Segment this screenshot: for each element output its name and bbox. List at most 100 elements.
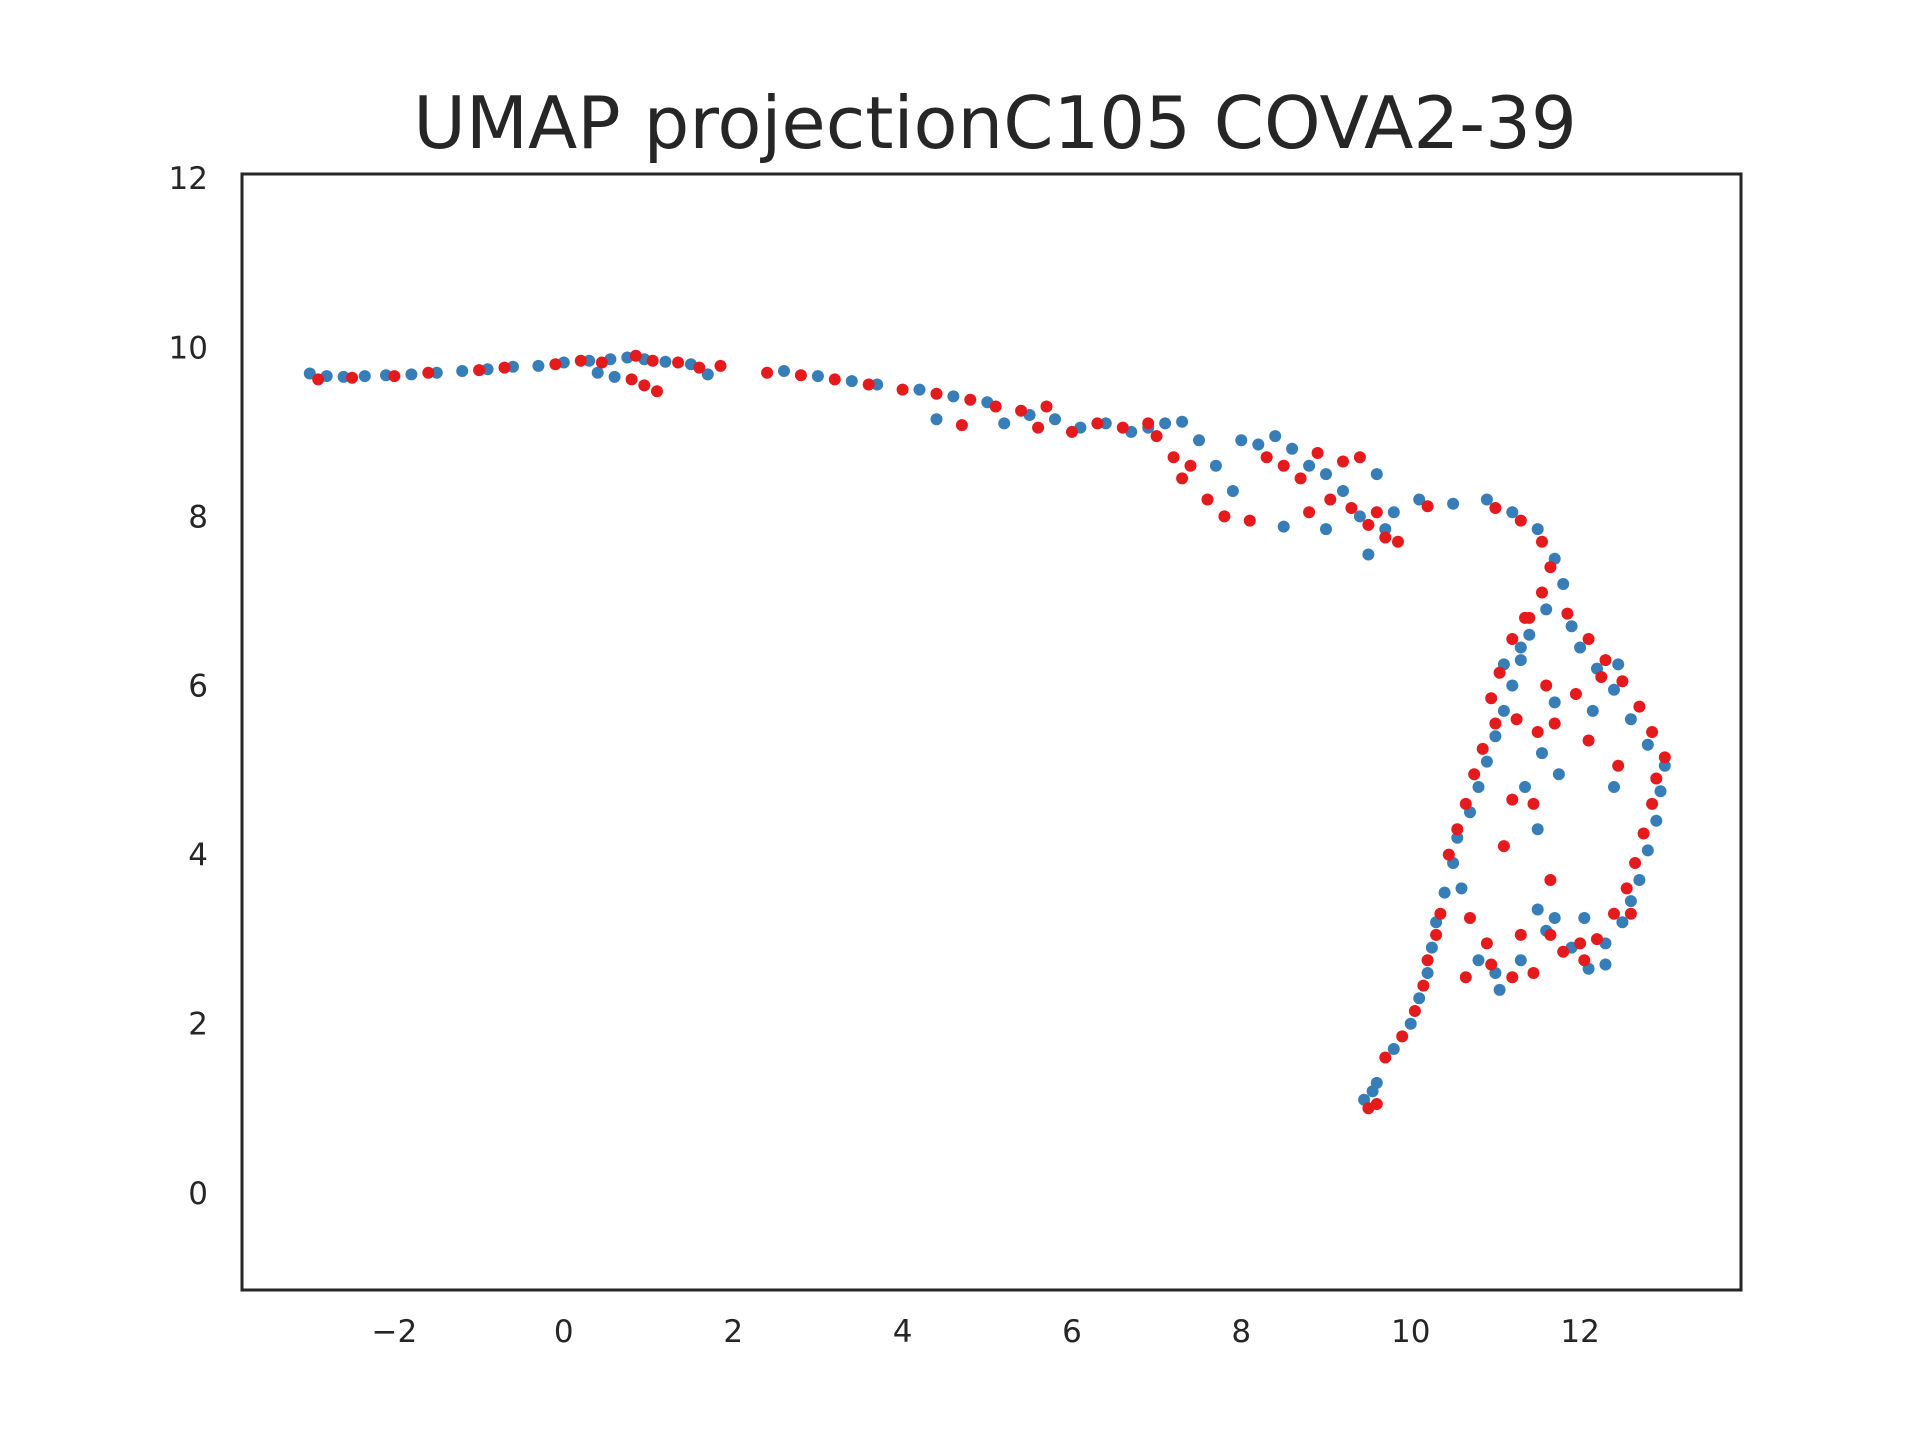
scatter-point [1040,400,1053,413]
scatter-point [1413,992,1426,1005]
scatter-point [1442,848,1455,861]
scatter-point [1540,603,1553,616]
scatter-point [1167,451,1180,464]
scatter-point [862,378,875,391]
scatter-point [608,370,621,383]
scatter-point [1430,928,1443,941]
scatter-point [1226,485,1239,497]
scatter-point [1366,1085,1379,1098]
scatter-point [1320,523,1332,536]
scatter-point [693,361,706,374]
scatter-point [1514,514,1527,527]
scatter-point [583,354,596,367]
scatter-point [1548,696,1561,709]
scatter-point [1193,434,1205,447]
scatter-point [1464,912,1476,924]
scatter-point [1387,1043,1400,1055]
scatter-point [430,366,443,379]
scatter-point [1578,912,1591,924]
scatter-point [1438,886,1451,899]
scatter-point [1548,912,1561,924]
scatter-point [1624,907,1637,920]
scatter-point [1421,500,1434,513]
scatter-point [591,366,604,379]
scatter-point [1142,417,1155,430]
scatter-point [672,356,685,369]
scatter-point [1548,717,1561,730]
scatter-point [405,368,418,381]
scatter-point [1616,916,1629,929]
y-tick-label: 8 [188,499,208,535]
scatter-point [1489,730,1502,743]
scatter-point [955,419,968,432]
scatter-point [358,370,371,383]
scatter-point [1269,430,1282,443]
scatter-point [1514,641,1527,654]
scatter-point [701,368,714,381]
scatter-point [998,417,1011,430]
scatter-point [1586,704,1599,717]
scatter-point [1574,641,1587,654]
scatter-point [794,369,807,382]
scatter-point [1091,417,1104,430]
scatter-point [1472,781,1485,793]
scatter-point [1574,937,1587,950]
scatter-point [1612,658,1625,671]
scatter-point [1599,654,1612,667]
scatter-point [1506,971,1519,984]
scatter-point [1324,493,1337,506]
scatter-point [845,375,858,388]
scatter-point [1277,459,1290,472]
scatter-point [1536,747,1548,760]
scatter-point [1392,535,1404,548]
scatter-point [1320,468,1332,481]
scatter-point [1345,502,1358,514]
scatter-point [778,365,790,377]
scatter-point [1476,742,1489,755]
scatter-point [1337,455,1349,468]
scatter-point [1459,971,1472,984]
scatter-point [659,355,672,368]
chart-title: UMAP projectionC105 COVA2-39 [413,81,1577,165]
scatter-point [1472,954,1485,967]
y-tick-label: 10 [169,330,208,366]
scatter-point [1116,421,1129,434]
scatter-point [473,364,486,377]
y-tick-label: 4 [188,838,208,874]
scatter-point [1506,506,1519,519]
scatter-point [625,373,638,386]
scatter-point [1569,688,1582,700]
scatter-point [1303,506,1316,519]
scatter-point [1608,907,1620,920]
scatter-point [1497,704,1510,717]
scatter-point [1531,726,1544,738]
scatter-point [1294,472,1307,485]
scatter-point [1565,620,1578,633]
x-tick-label: 10 [1391,1314,1430,1350]
scatter-point [574,354,587,367]
scatter-point [1608,683,1620,696]
scatter-point [1421,967,1434,979]
scatter-point [1201,493,1214,506]
scatter-point [1176,415,1189,428]
scatter-point [1591,933,1603,946]
scatter-point [1404,1017,1417,1030]
scatter-point [1451,823,1464,836]
scatter-point [1582,734,1595,747]
scatter-point [1531,903,1544,916]
scatter-point [646,354,659,367]
scatter-point [1015,404,1028,417]
scatter-point [1506,793,1519,806]
scatter-point [1633,700,1646,713]
scatter-point [1408,1005,1421,1017]
scatter-point [1485,958,1498,971]
scatter-point [1370,468,1383,481]
scatter-point [1641,738,1654,751]
scatter-point [1658,759,1671,772]
scatter-point [1629,857,1642,869]
scatter-point [1447,497,1460,510]
scatter-point [1459,797,1472,810]
scatter-point [1413,493,1426,506]
scatter-point [532,359,545,372]
scatter-point [1557,945,1570,958]
